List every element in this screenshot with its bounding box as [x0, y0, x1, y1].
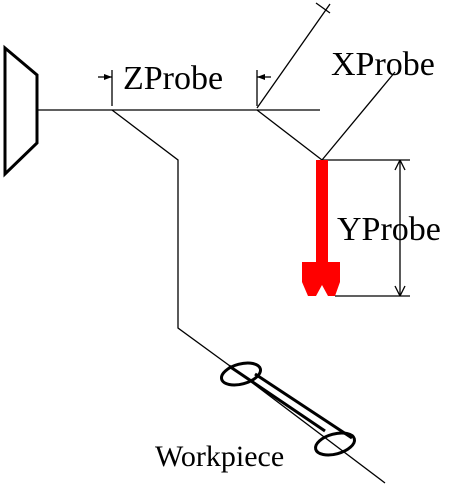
z-dimension-left-arrowhead: [104, 74, 112, 80]
workpiece-path-line: [111, 109, 231, 367]
y-probe-label: YProbe: [337, 211, 441, 248]
y-dimension-top-arrow: [394, 159, 401, 171]
probe-offset-line: [256, 109, 323, 161]
x-dimension-upper-line: [256, 3, 331, 109]
y-dimension-top-arrow-2: [399, 159, 406, 171]
x-dimension-tick: [315, 2, 331, 14]
y-dimension-bottom-arrow-2: [399, 285, 406, 297]
x-probe-label: XProbe: [331, 46, 435, 83]
spindle-icon: [3, 44, 39, 178]
y-dimension-bottom-arrow: [394, 285, 401, 297]
probe-stylus-icon: [302, 160, 340, 296]
z-dimension-right-arrowhead: [257, 74, 265, 80]
workpiece-axis-line: [237, 371, 386, 484]
z-probe-label: ZProbe: [123, 60, 223, 97]
workpiece-label: Workpiece: [155, 440, 284, 473]
workpiece-cylinder-icon: [220, 361, 356, 457]
x-dimension-leader: [321, 71, 396, 161]
